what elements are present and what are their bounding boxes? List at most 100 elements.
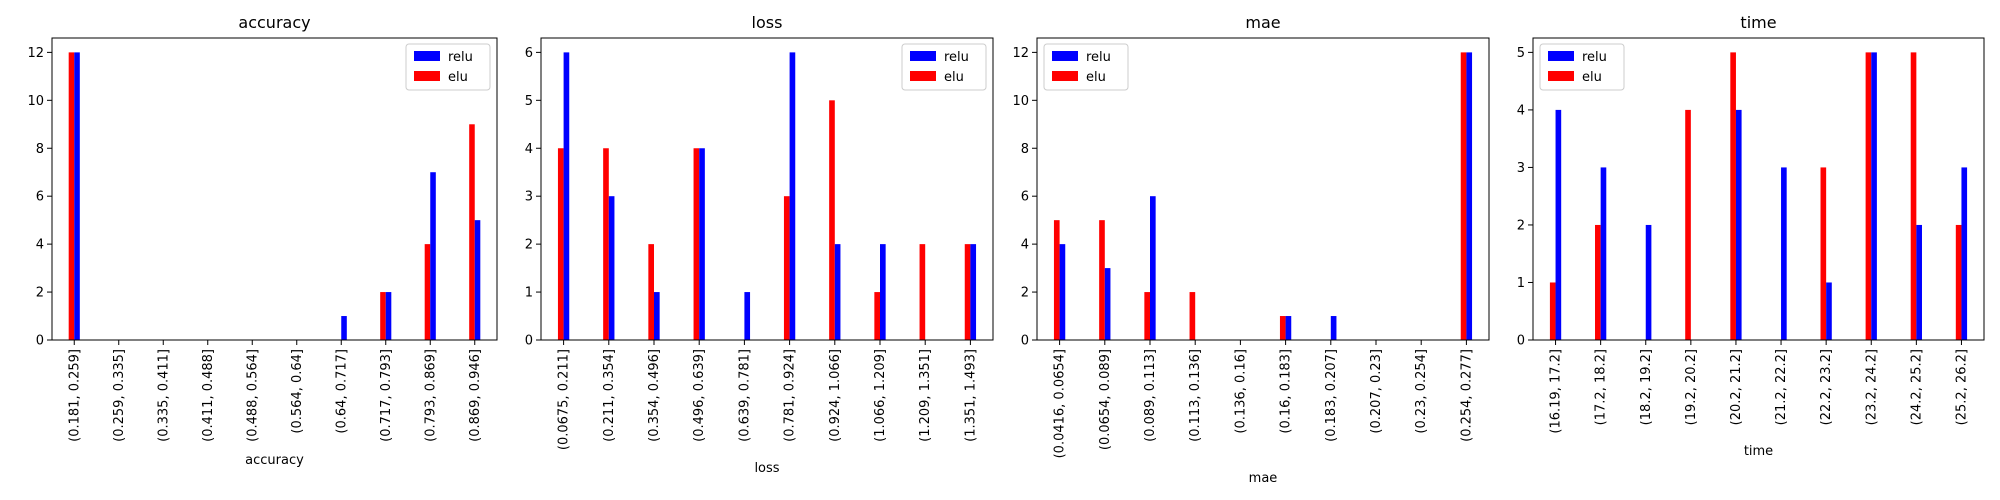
bar-relu xyxy=(834,244,841,340)
x-tick-label: (18.2, 19.2] xyxy=(1639,349,1654,425)
chart-panel-loss: loss (0.0675, 0.211] (0.211, 0.354] (0.354,… xyxy=(525,13,994,476)
bar-relu xyxy=(1961,167,1968,340)
x-tick-label: (0.136, 0.16] xyxy=(1233,349,1248,434)
legend-label-relu: relu xyxy=(1086,50,1111,65)
x-tick-label: (0.181, 0.259] xyxy=(67,349,82,442)
bar-elu xyxy=(874,292,880,340)
x-tick-label: (0.354, 0.496] xyxy=(647,349,662,442)
bar-relu xyxy=(1555,109,1562,341)
x-tick-label: (20.2, 21.2] xyxy=(1729,349,1744,425)
bar-elu xyxy=(1460,52,1467,340)
legend-label-relu: relu xyxy=(944,50,969,65)
legend: relu elu xyxy=(1539,43,1625,91)
y-tick-label: 4 xyxy=(1517,103,1525,118)
legend-label-elu: elu xyxy=(1582,70,1602,85)
legend-label-elu: elu xyxy=(1086,70,1106,85)
y-tick-label: 2 xyxy=(1021,286,1029,301)
bar-relu xyxy=(744,292,751,340)
bar-elu xyxy=(1279,316,1286,340)
y-tick-label: 0 xyxy=(1021,334,1029,349)
y-tick-label: 0 xyxy=(36,334,44,349)
bar-elu xyxy=(68,52,75,340)
bar-relu xyxy=(1285,316,1292,340)
bar-relu xyxy=(880,244,886,340)
x-tick-label: (0.211, 0.354] xyxy=(602,349,617,442)
bar-relu xyxy=(385,292,392,340)
bar-relu xyxy=(1059,244,1066,340)
y-tick-label: 5 xyxy=(525,94,533,109)
x-tick-label: (0.113, 0.136] xyxy=(1188,349,1203,442)
x-tick-label: (0.259, 0.335] xyxy=(112,349,127,442)
legend: relu elu xyxy=(901,43,987,91)
bar-elu xyxy=(380,292,386,340)
axes-frame xyxy=(1532,37,1985,341)
bar-elu xyxy=(1910,52,1917,340)
bar-relu xyxy=(699,148,705,340)
y-tick-label: 8 xyxy=(1021,142,1029,157)
x-tick-label: (0.64, 0.717] xyxy=(334,349,349,434)
y-tick-label: 1 xyxy=(1517,276,1525,291)
legend-swatch-relu xyxy=(1548,51,1574,61)
bar-elu xyxy=(1820,167,1827,340)
y-tick-label: 4 xyxy=(525,142,533,157)
bar-elu xyxy=(1595,224,1601,340)
y-tick-label: 3 xyxy=(525,190,533,205)
x-tick-label: (0.089, 0.113] xyxy=(1143,349,1158,442)
bar-elu xyxy=(693,148,700,340)
legend: relu elu xyxy=(405,43,491,91)
chart-title: time xyxy=(1740,13,1776,32)
bar-elu xyxy=(783,196,790,340)
bar-relu xyxy=(1871,52,1877,340)
y-tick-label: 10 xyxy=(27,94,44,109)
x-axis-label: accuracy xyxy=(245,453,304,468)
bar-elu xyxy=(603,148,609,340)
bar-relu xyxy=(1735,109,1742,341)
legend-swatch-elu xyxy=(910,71,936,81)
bar-relu xyxy=(474,220,481,340)
y-tick-label: 6 xyxy=(36,190,44,205)
x-tick-label: (0.0416, 0.0654] xyxy=(1053,349,1068,458)
bar-relu xyxy=(1330,316,1337,340)
chart-title: mae xyxy=(1245,13,1280,32)
x-tick-label: (0.335, 0.411] xyxy=(156,349,171,442)
x-tick-label: (0.207, 0.23] xyxy=(1369,349,1384,434)
y-tick-label: 4 xyxy=(36,238,44,253)
chart-title: accuracy xyxy=(238,13,310,32)
y-tick-label: 6 xyxy=(525,46,533,61)
x-tick-label: (22.2, 23.2] xyxy=(1819,349,1834,425)
bar-elu xyxy=(424,244,431,340)
bar-relu xyxy=(1600,167,1607,340)
x-axis-label: time xyxy=(1744,444,1773,459)
legend: relu elu xyxy=(1043,43,1129,91)
legend-swatch-relu xyxy=(1052,51,1078,61)
bar-elu xyxy=(1189,292,1196,340)
x-tick-label: (0.564, 0.64] xyxy=(290,349,305,434)
legend-label-elu: elu xyxy=(944,70,964,85)
y-tick-label: 2 xyxy=(525,238,533,253)
bar-relu xyxy=(654,292,660,340)
x-tick-label: (23.2, 24.2] xyxy=(1864,349,1879,425)
x-axis-label: mae xyxy=(1249,471,1278,486)
x-tick-label: (16.19, 17.2] xyxy=(1549,349,1564,434)
legend-swatch-elu xyxy=(1548,71,1574,81)
x-tick-label: (0.488, 0.564] xyxy=(245,349,260,442)
x-tick-label: (0.924, 1.066] xyxy=(828,349,843,442)
y-tick-label: 4 xyxy=(1021,238,1029,253)
bar-elu xyxy=(1549,282,1556,340)
x-tick-label: (25.2, 26.2] xyxy=(1954,349,1969,425)
legend-label-relu: relu xyxy=(1582,50,1607,65)
bar-relu xyxy=(1150,196,1156,340)
x-axis-label: loss xyxy=(754,461,779,476)
bar-relu xyxy=(341,316,347,340)
x-tick-label: (0.254, 0.277] xyxy=(1459,349,1474,442)
x-tick-label: (0.0654, 0.089] xyxy=(1098,349,1113,450)
legend-label-relu: relu xyxy=(448,50,473,65)
bar-elu xyxy=(648,244,654,340)
bar-relu xyxy=(1916,224,1922,340)
chart-title: loss xyxy=(752,13,783,32)
bar-relu xyxy=(1466,52,1473,340)
x-tick-label: (0.781, 0.924] xyxy=(783,349,798,442)
legend-label-elu: elu xyxy=(448,70,468,85)
y-tick-label: 12 xyxy=(27,46,44,61)
